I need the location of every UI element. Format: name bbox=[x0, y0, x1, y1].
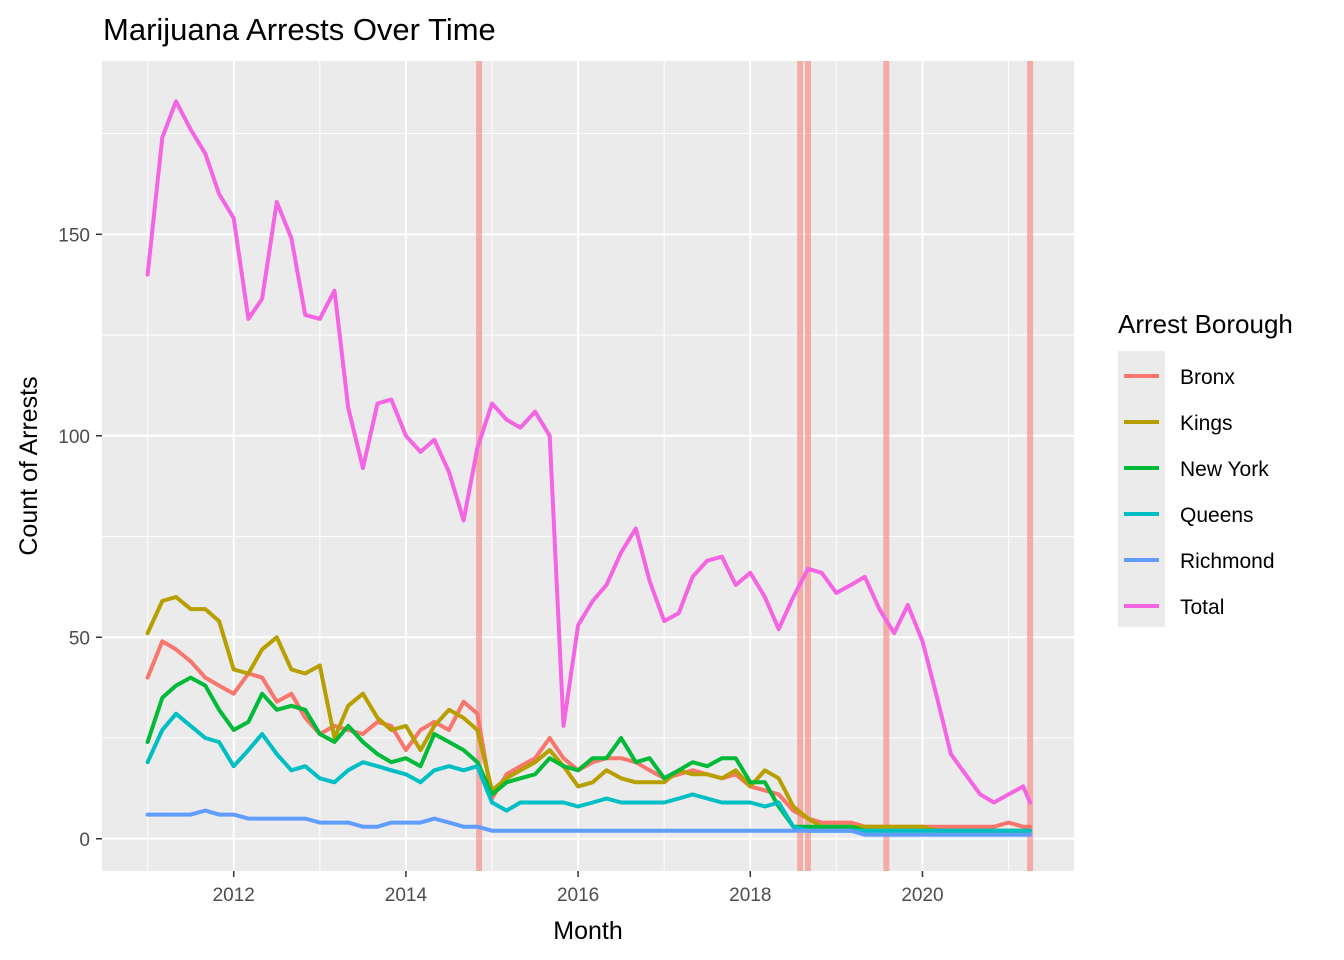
series-line-kings bbox=[145, 595, 1033, 833]
grid-minor bbox=[102, 61, 1074, 871]
chart-title: Marijuana Arrests Over Time bbox=[103, 12, 496, 47]
y-axis: 0 50 100 150 bbox=[58, 225, 102, 851]
grid-major bbox=[102, 61, 1074, 871]
x-axis: 2012 2014 2016 2018 2020 bbox=[213, 871, 944, 906]
y-tick-label: 100 bbox=[58, 427, 90, 448]
x-tick-label: 2018 bbox=[729, 885, 771, 906]
series-lines bbox=[145, 99, 1033, 837]
y-tick-label: 0 bbox=[79, 830, 90, 851]
series-line-richmond bbox=[145, 808, 1033, 837]
y-tick-label: 150 bbox=[58, 225, 90, 246]
series-line-queens bbox=[145, 711, 1033, 833]
legend-key-background bbox=[1118, 351, 1165, 627]
x-tick-label: 2012 bbox=[213, 885, 255, 906]
y-tick-label: 50 bbox=[69, 628, 90, 649]
legend-label: Kings bbox=[1180, 412, 1233, 435]
legend-label: Richmond bbox=[1180, 550, 1275, 573]
legend-title: Arrest Borough bbox=[1118, 309, 1293, 339]
x-axis-title: Month bbox=[553, 917, 622, 945]
x-tick-label: 2020 bbox=[901, 885, 943, 906]
x-tick-label: 2014 bbox=[385, 885, 428, 906]
series-line-total bbox=[145, 99, 1033, 805]
legend-label: Total bbox=[1180, 596, 1224, 619]
legend: Arrest Borough Bronx Kings New York Queens R… bbox=[1118, 309, 1293, 627]
legend-label: Queens bbox=[1180, 504, 1254, 527]
legend-label: New York bbox=[1180, 458, 1269, 481]
legend-label: Bronx bbox=[1180, 366, 1235, 389]
x-tick-label: 2016 bbox=[557, 885, 599, 906]
y-axis-title: Count of Arrests bbox=[15, 376, 43, 555]
